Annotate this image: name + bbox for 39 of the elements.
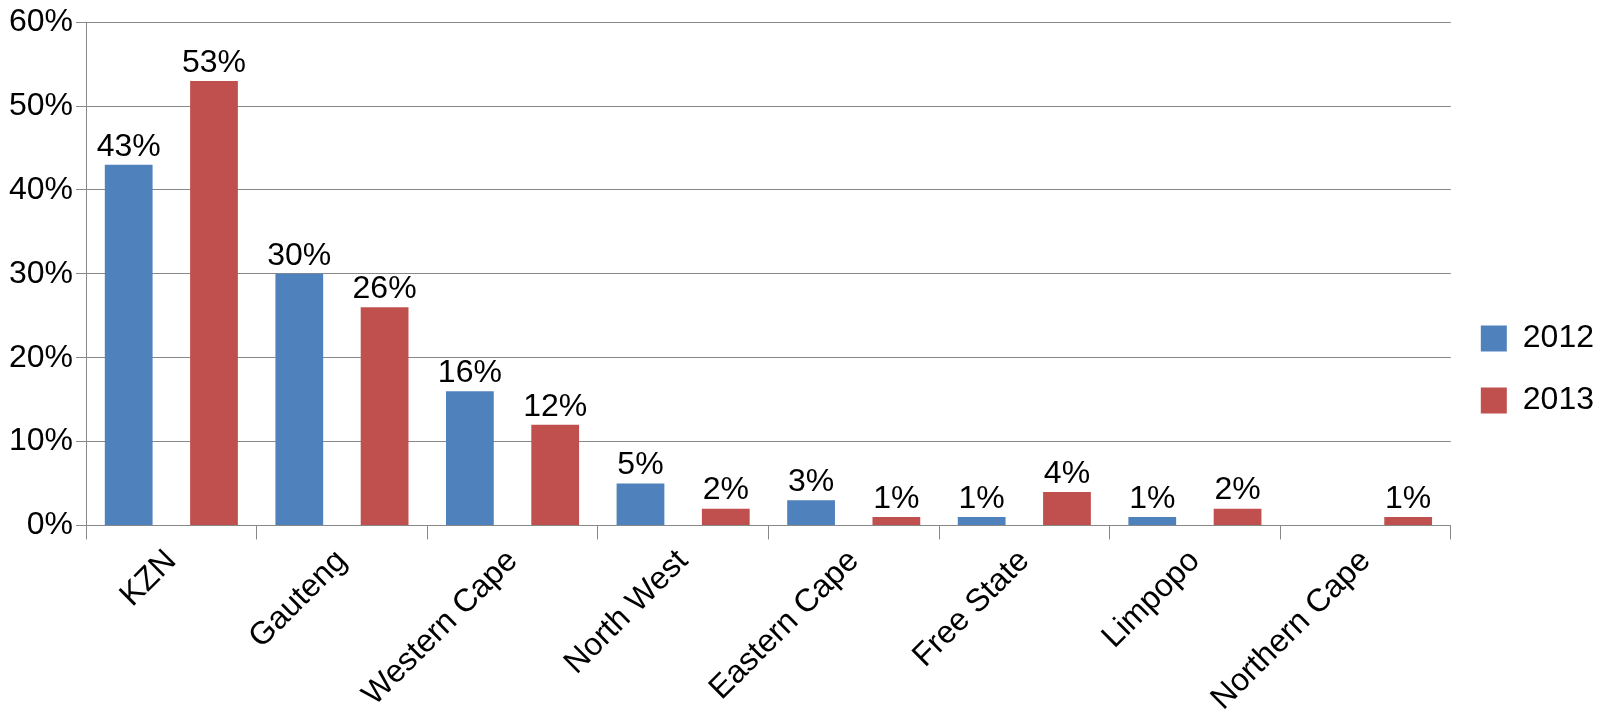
bar bbox=[616, 483, 665, 525]
data-label: 2% bbox=[702, 470, 749, 507]
y-tick-label: 30% bbox=[9, 253, 74, 290]
data-label: 12% bbox=[523, 386, 588, 423]
data-label: 1% bbox=[1385, 478, 1432, 515]
bar bbox=[1043, 491, 1091, 525]
bar bbox=[787, 500, 835, 525]
data-label: 16% bbox=[437, 353, 502, 390]
bar bbox=[531, 424, 580, 525]
y-tick-label: 20% bbox=[9, 337, 74, 374]
bar bbox=[1213, 508, 1262, 525]
bar bbox=[1128, 517, 1177, 525]
data-label: 2% bbox=[1214, 470, 1261, 507]
data-label: 3% bbox=[787, 462, 835, 499]
bar bbox=[957, 517, 1006, 525]
data-label: 30% bbox=[267, 235, 332, 272]
data-label: 1% bbox=[873, 478, 920, 515]
bar bbox=[190, 80, 238, 525]
y-tick-label: 10% bbox=[9, 421, 74, 458]
y-tick-label: 60% bbox=[9, 2, 74, 39]
bar bbox=[275, 273, 324, 525]
y-tick-label: 50% bbox=[9, 85, 74, 122]
legend-label: 2013 bbox=[1522, 380, 1594, 417]
data-label: 4% bbox=[1043, 453, 1091, 490]
bar bbox=[104, 164, 153, 525]
bar bbox=[701, 508, 750, 525]
data-label: 5% bbox=[617, 445, 664, 482]
y-tick-label: 40% bbox=[9, 169, 74, 206]
bar bbox=[1384, 517, 1433, 525]
data-label: 26% bbox=[352, 269, 417, 306]
data-label: 1% bbox=[958, 478, 1005, 515]
bar bbox=[872, 517, 921, 525]
data-label: 43% bbox=[96, 126, 161, 163]
y-tick-label: 0% bbox=[26, 505, 74, 542]
bar bbox=[360, 307, 409, 525]
bar bbox=[446, 391, 494, 525]
data-label: 53% bbox=[181, 42, 247, 79]
data-label: 1% bbox=[1129, 478, 1176, 515]
legend-label: 2012 bbox=[1522, 318, 1594, 355]
